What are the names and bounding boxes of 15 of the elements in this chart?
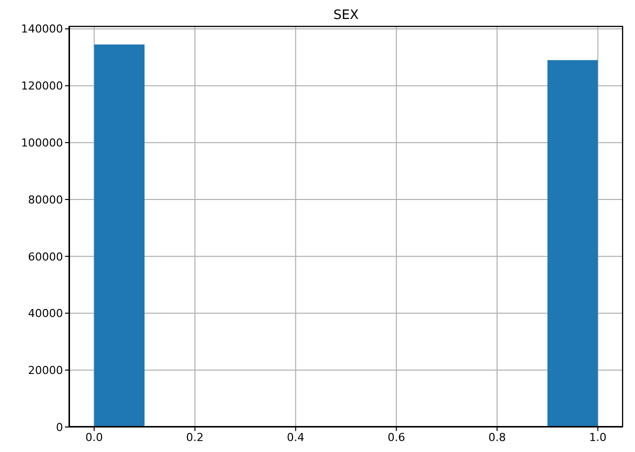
y-tick-label: 20000 [28, 364, 63, 378]
x-tick-label: 0.6 [388, 430, 406, 444]
y-tick-label: 60000 [28, 250, 63, 264]
x-tick-label: 0.0 [85, 430, 103, 444]
y-tick-label: 120000 [21, 80, 63, 93]
x-tick-label: 1.0 [589, 430, 607, 444]
x-tick-label: 0.4 [286, 430, 304, 444]
y-tick-label: 100000 [21, 136, 63, 150]
y-tick-label: 140000 [21, 22, 63, 36]
y-tick-label: 40000 [28, 307, 63, 320]
y-tick-label: 0 [56, 420, 63, 434]
x-tick-label: 0.8 [488, 430, 506, 444]
x-tick-label: 0.2 [186, 430, 204, 444]
chart-title: SEX [332, 8, 360, 23]
y-tick-label: 80000 [28, 193, 63, 206]
